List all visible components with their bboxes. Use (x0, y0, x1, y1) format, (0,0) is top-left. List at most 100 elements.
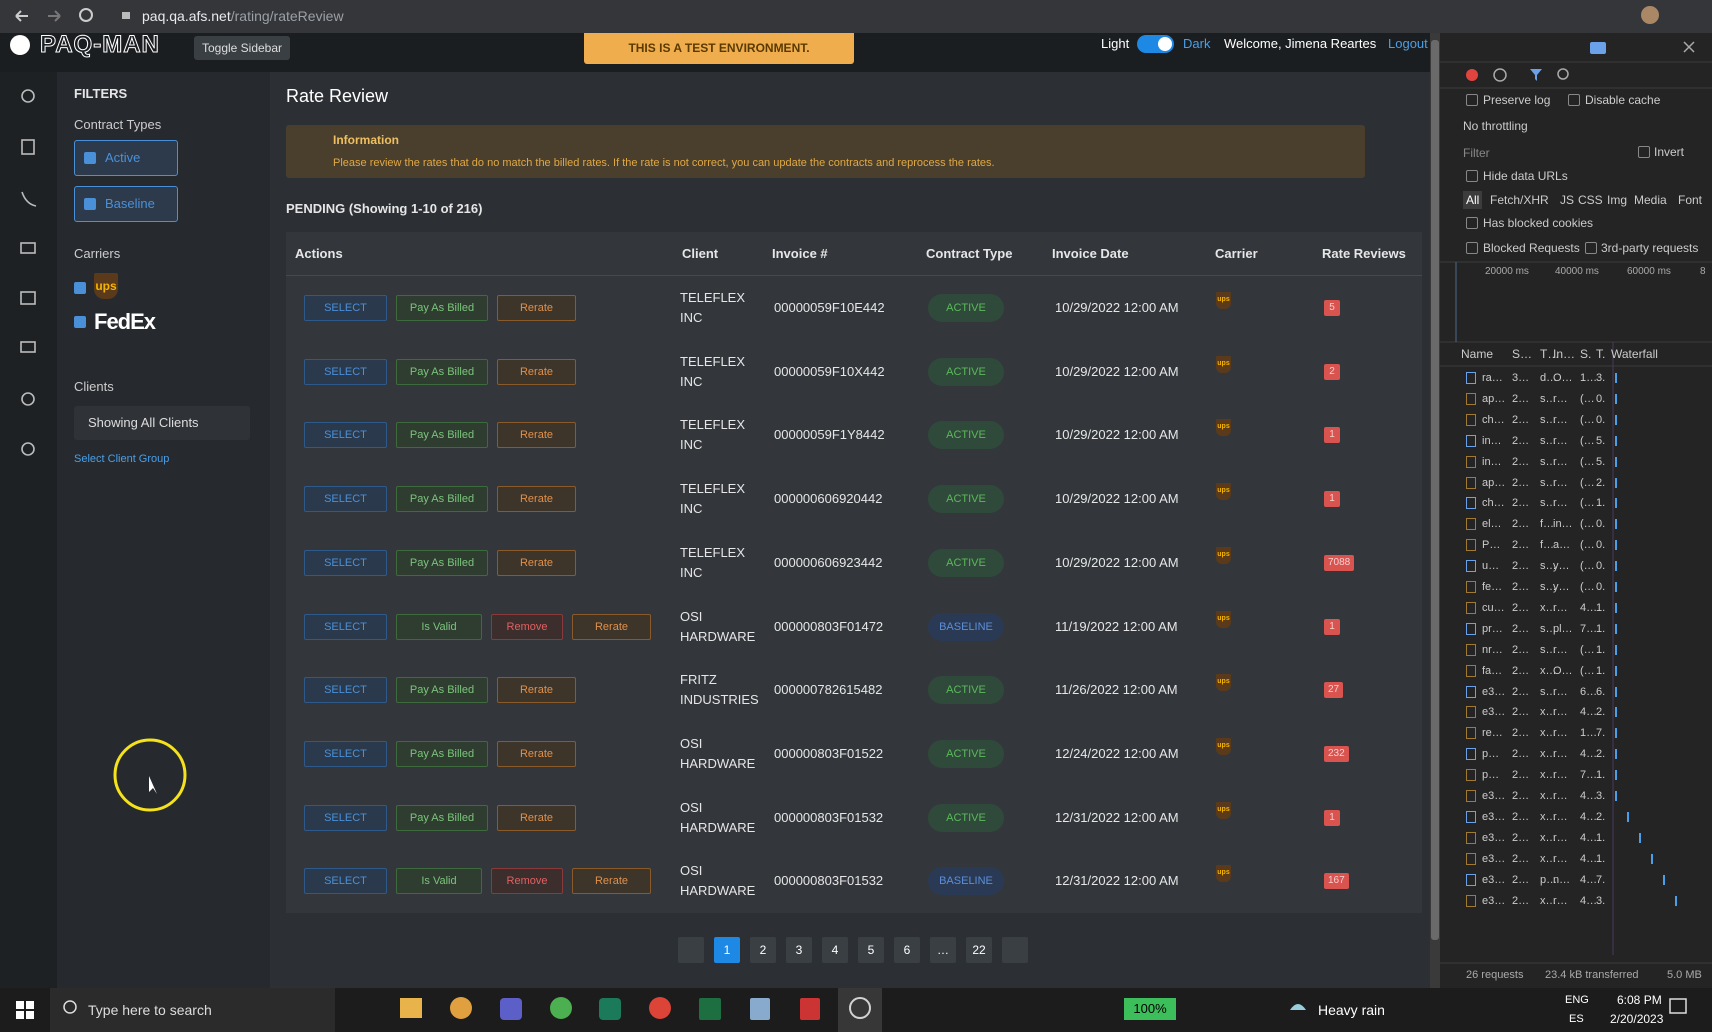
action-button[interactable]: Rerate (497, 549, 576, 576)
checkbox[interactable] (1466, 170, 1478, 182)
type-filter[interactable]: Fetch/XHR (1490, 193, 1549, 207)
rate-review-badge[interactable]: 232 (1324, 745, 1349, 762)
select-client-group[interactable]: Select Client Group (74, 453, 170, 465)
network-summary: 23.4 kB transferred (1545, 969, 1639, 981)
rate-review-badge[interactable]: 167 (1324, 873, 1349, 890)
action-button[interactable]: Rerate (572, 868, 651, 895)
page-next[interactable] (1002, 937, 1028, 963)
rate-review-badge[interactable]: 1 (1324, 427, 1340, 444)
page-button[interactable]: 2 (750, 937, 776, 963)
page-button[interactable]: 22 (966, 937, 992, 963)
page-button[interactable]: 5 (858, 937, 884, 963)
action-button[interactable]: Pay As Billed (396, 549, 488, 576)
action-button[interactable]: Rerate (497, 804, 576, 831)
action-button[interactable]: Pay As Billed (396, 804, 488, 831)
type-filter[interactable]: Font (1678, 193, 1703, 207)
network-cell: in… (1553, 518, 1573, 531)
rate-review-badge[interactable]: 5 (1324, 300, 1340, 316)
action-button[interactable]: Pay As Billed (396, 422, 488, 449)
toggle-sidebar[interactable]: Toggle Sidebar (194, 36, 290, 60)
filter-input[interactable]: Filter (1463, 146, 1490, 160)
info-text: Please review the rates that do no match… (333, 157, 995, 169)
column-header: Rate Reviews (1322, 246, 1406, 261)
waterfall-bar (1615, 540, 1617, 551)
client-name: TELEFLEX (680, 544, 746, 560)
network-cell: 0. (1596, 392, 1606, 405)
network-cell: x… (1540, 727, 1557, 740)
checkbox[interactable] (84, 198, 96, 210)
checkbox[interactable] (1466, 242, 1478, 254)
checkbox[interactable] (1585, 242, 1597, 254)
action-button[interactable]: Remove (491, 613, 563, 640)
rate-review-badge[interactable]: 1 (1324, 618, 1340, 635)
action-button[interactable]: SELECT (304, 358, 387, 385)
rate-review-badge[interactable]: 2 (1324, 363, 1340, 380)
action-button[interactable]: Remove (491, 868, 563, 895)
action-button[interactable]: SELECT (304, 868, 387, 895)
clock-date: 2/20/2023 (1610, 1012, 1664, 1026)
action-button[interactable]: Rerate (497, 740, 576, 767)
type-filter[interactable]: Media (1634, 193, 1667, 207)
page-prev[interactable] (678, 937, 704, 963)
action-button[interactable]: SELECT (304, 804, 387, 831)
action-button[interactable]: Rerate (572, 613, 651, 640)
network-cell: (… (1580, 539, 1595, 552)
logout[interactable]: Logout (1388, 36, 1428, 51)
checkbox[interactable] (84, 152, 96, 164)
checkbox[interactable] (74, 282, 86, 294)
client-select[interactable] (74, 406, 250, 440)
action-button[interactable]: Rerate (497, 677, 576, 704)
action-button[interactable]: Is Valid (396, 868, 482, 895)
type-filter[interactable]: Img (1607, 193, 1628, 207)
rate-review-badge[interactable]: 7088 (1324, 554, 1355, 571)
invoice-number: 00000059F10X442 (774, 363, 885, 379)
action-button[interactable]: Rerate (497, 295, 576, 321)
type-filter[interactable]: JS (1560, 193, 1575, 207)
action-button[interactable]: Pay As Billed (396, 295, 488, 321)
type-filter[interactable]: CSS (1578, 193, 1603, 207)
checkbox[interactable] (1638, 146, 1650, 158)
network-cell: x… (1540, 894, 1557, 907)
network-cell: (… (1580, 476, 1595, 489)
checkbox[interactable] (1466, 94, 1478, 106)
action-button[interactable]: Rerate (497, 422, 576, 449)
action-button[interactable]: Pay As Billed (396, 677, 488, 704)
action-button[interactable]: Is Valid (396, 613, 482, 640)
action-button[interactable]: SELECT (304, 740, 387, 767)
filters-title: FILTERS (74, 86, 128, 101)
action-button[interactable]: SELECT (304, 613, 387, 640)
contract-badge: ACTIVE (928, 548, 1004, 577)
page-button[interactable]: 6 (894, 937, 920, 963)
action-button[interactable]: SELECT (304, 549, 387, 576)
checkbox[interactable] (1466, 217, 1478, 229)
network-cell: 2… (1512, 643, 1530, 656)
action-button[interactable]: Pay As Billed (396, 486, 488, 513)
network-cell: 2… (1512, 685, 1530, 698)
network-cell: 2. (1596, 706, 1606, 719)
action-button[interactable]: Pay As Billed (396, 740, 488, 767)
checkbox[interactable] (1568, 94, 1580, 106)
action-button[interactable]: SELECT (304, 486, 387, 513)
rate-review-badge[interactable]: 1 (1324, 809, 1340, 826)
checkbox[interactable] (74, 316, 86, 328)
page-button[interactable]: 3 (786, 937, 812, 963)
rate-review-badge[interactable]: 1 (1324, 491, 1340, 508)
action-button[interactable]: SELECT (304, 295, 387, 321)
page-button[interactable]: 4 (822, 937, 848, 963)
carrier-logo: ups (1216, 801, 1231, 819)
client-name: INC (680, 373, 703, 389)
page-button[interactable]: 1 (714, 937, 740, 963)
network-cell: (… (1580, 581, 1595, 593)
action-button[interactable]: Rerate (497, 358, 576, 385)
action-button[interactable]: SELECT (304, 422, 387, 449)
taskbar-search[interactable]: Type here to search (88, 1002, 212, 1018)
action-button[interactable]: Pay As Billed (396, 358, 488, 385)
timeline-label: 20000 ms (1485, 266, 1529, 277)
page-button[interactable]: … (930, 937, 956, 963)
throttling[interactable]: No throttling (1463, 119, 1528, 133)
action-button[interactable]: SELECT (304, 677, 387, 704)
type-filter[interactable]: All (1463, 191, 1483, 209)
action-button[interactable]: Rerate (497, 486, 576, 513)
waterfall-bar (1615, 623, 1617, 634)
rate-review-badge[interactable]: 27 (1324, 682, 1344, 699)
